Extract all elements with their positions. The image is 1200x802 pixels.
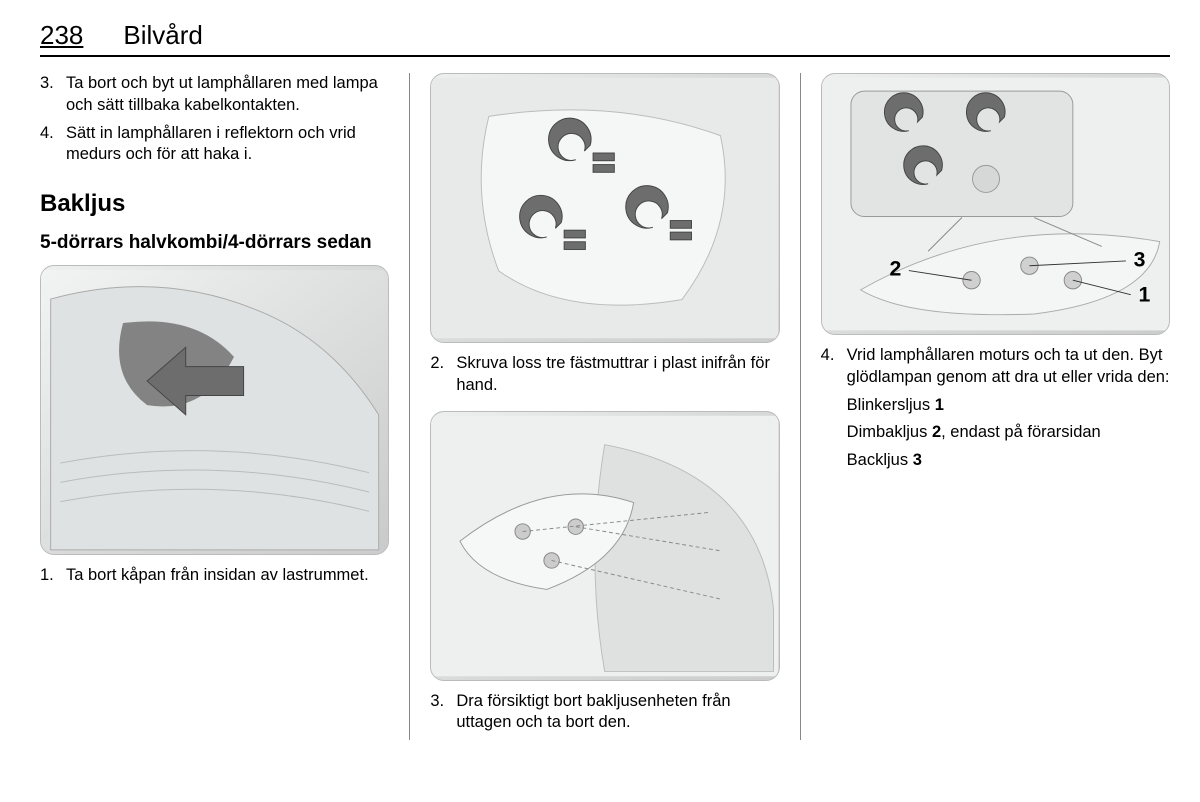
figure-bulb-positions: 2 3 1: [821, 73, 1170, 335]
nuts-illustration-icon: [431, 74, 778, 342]
manual-page: 238 Bilvård 3. Ta bort och byt ut lamphå…: [0, 0, 1200, 802]
list-text: Ta bort och byt ut lamphållaren med lamp…: [66, 73, 389, 117]
cover-illustration-icon: [41, 266, 388, 554]
list-item: 2. Skruva loss tre fästmuttrar i plast i…: [430, 353, 779, 397]
list-item: 3. Ta bort och byt ut lamphållaren med l…: [40, 73, 389, 117]
figure-remove-cover: [40, 265, 389, 555]
figure-unscrew-nuts: [430, 73, 779, 343]
column-1: 3. Ta bort och byt ut lamphållaren med l…: [40, 73, 410, 740]
section-title: Bilvård: [123, 20, 202, 51]
bulb-number: 1: [935, 396, 944, 414]
list-text: Ta bort kåpan från insidan av lastrummet…: [66, 565, 389, 587]
list-number: 3.: [40, 73, 66, 117]
bulb-number: 3: [913, 451, 922, 469]
callout-1: 1: [1138, 283, 1150, 306]
column-3: 2 3 1 4. Vrid lamphållaren moturs och ta…: [821, 73, 1170, 740]
bulb-label: Blinkersljus: [847, 396, 935, 414]
list-item: 4. Sätt in lamphållaren i reflektorn och…: [40, 123, 389, 167]
callout-3: 3: [1133, 249, 1145, 272]
list-text: Skruva loss tre fästmuttrar i plast inif…: [456, 353, 779, 397]
bulb-item: Dimbakljus 2, endast på förarsidan: [847, 422, 1170, 444]
taillight-remove-illustration-icon: [431, 412, 778, 680]
column-2: 2. Skruva loss tre fästmuttrar i plast i…: [430, 73, 800, 740]
list-item: 4. Vrid lamphållaren moturs och ta ut de…: [821, 345, 1170, 389]
subheading-variant: 5-dörrars halvkombi/4-dörrars sedan: [40, 230, 389, 255]
list-number: 2.: [430, 353, 456, 397]
bulb-positions-illustration-icon: 2 3 1: [822, 74, 1169, 334]
list-number: 1.: [40, 565, 66, 587]
page-number: 238: [40, 20, 83, 51]
figure-remove-taillight: [430, 411, 779, 681]
bulb-item: Backljus 3: [847, 450, 1170, 472]
list-item: 1. Ta bort kåpan från insidan av lastrum…: [40, 565, 389, 587]
list-text: Dra försiktigt bort bakljusenheten från …: [456, 691, 779, 735]
list-number: 3.: [430, 691, 456, 735]
list-text: Vrid lamphållaren moturs och ta ut den. …: [847, 345, 1170, 389]
list-item: 3. Dra försiktigt bort bakljusenheten fr…: [430, 691, 779, 735]
list-text: Sätt in lamphållaren i reflektorn och vr…: [66, 123, 389, 167]
bulb-number: 2: [932, 423, 941, 441]
bulb-label: Backljus: [847, 451, 913, 469]
content-columns: 3. Ta bort och byt ut lamphållaren med l…: [40, 73, 1170, 740]
list-number: 4.: [821, 345, 847, 389]
bulb-item: Blinkersljus 1: [847, 395, 1170, 417]
bulb-label: Dimbakljus: [847, 423, 932, 441]
bulb-label-post: , endast på förarsidan: [941, 423, 1101, 441]
heading-bakljus: Bakljus: [40, 188, 389, 220]
page-header: 238 Bilvård: [40, 20, 1170, 57]
bulb-list: Blinkersljus 1 Dimbakljus 2, endast på f…: [821, 395, 1170, 472]
list-number: 4.: [40, 123, 66, 167]
callout-2: 2: [889, 257, 901, 280]
